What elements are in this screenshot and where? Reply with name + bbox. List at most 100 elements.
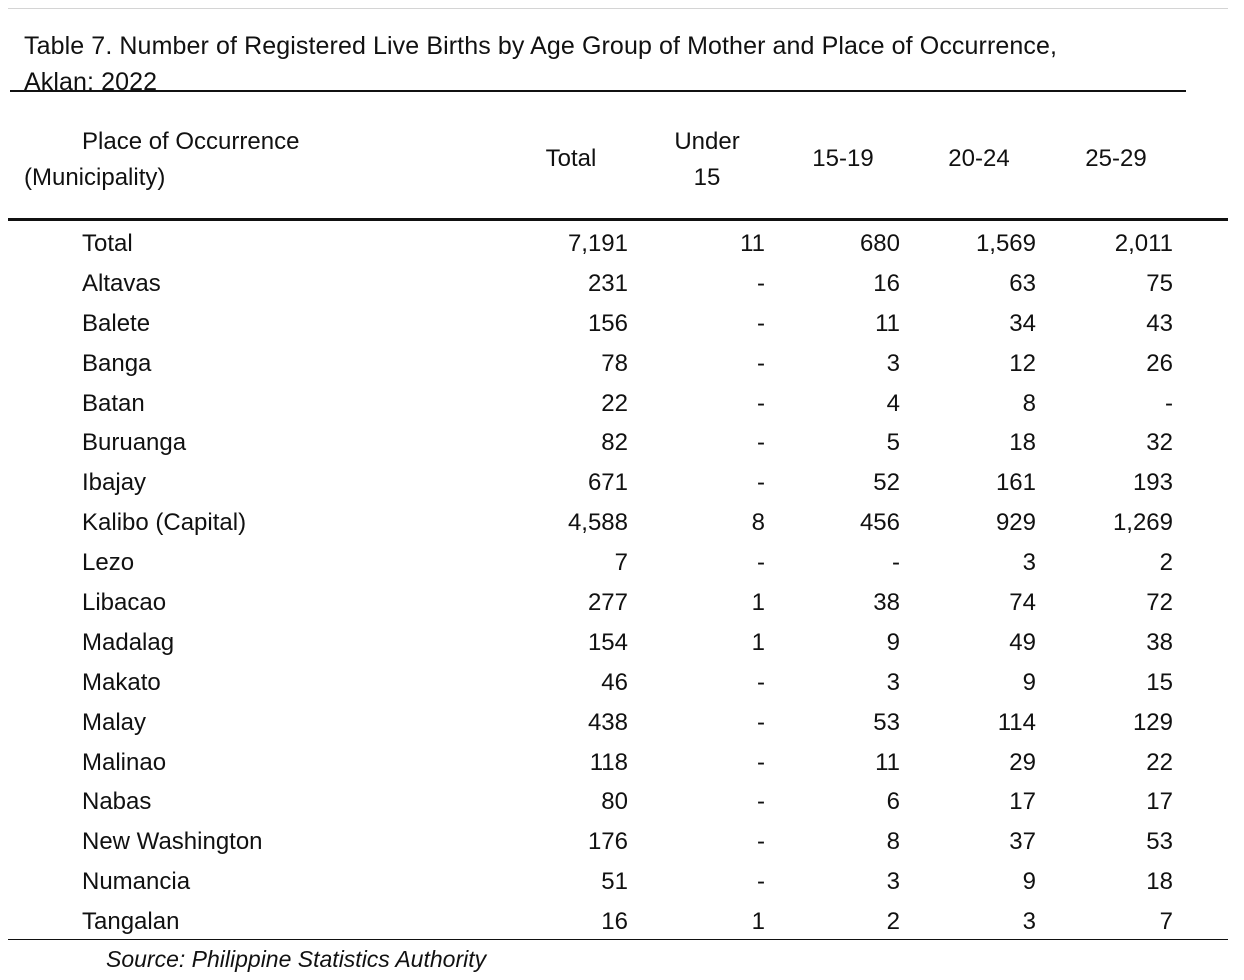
total-cell: 51 — [601, 868, 628, 896]
under-15-cell: 1 — [751, 628, 765, 656]
age-20-24-cell: 12 — [1009, 349, 1036, 377]
age-15-19-cell: 11 — [875, 748, 900, 776]
age-25-29-cell: - — [1165, 389, 1173, 417]
age-15-19-cell: 3 — [886, 349, 900, 377]
total-cell: 176 — [587, 828, 628, 856]
place-cell: Buruanga — [82, 429, 187, 457]
age-25-29-cell: 26 — [1146, 349, 1173, 377]
under-15-cell: - — [757, 868, 765, 896]
table-row: Lezo 7 - - 3 2 — [0, 543, 1244, 583]
age-20-24-cell: 63 — [1009, 269, 1036, 297]
header-age-20-24: 20-24 — [948, 145, 1010, 172]
table-title: Table 7. Number of Registered Live Birth… — [24, 28, 1184, 100]
header-divider — [8, 218, 1228, 221]
header-under-15-line-2: 15 — [693, 164, 721, 191]
header-place-line-1: Place of Occurrence — [82, 128, 300, 155]
under-15-cell: - — [757, 309, 765, 337]
total-cell: 78 — [601, 349, 628, 377]
under-15-cell: - — [757, 828, 765, 856]
place-cell: Tangalan — [82, 908, 180, 936]
table-row-total: Total 7,191 11 680 1,569 2,011 — [0, 224, 1244, 264]
total-cell: 671 — [587, 469, 628, 497]
under-15-cell: - — [757, 349, 765, 377]
age-25-29-cell: 32 — [1146, 429, 1173, 457]
place-cell: Malay — [82, 708, 147, 736]
place-cell: Balete — [82, 309, 151, 337]
total-cell: 118 — [589, 748, 628, 776]
total-cell: 4,588 — [567, 509, 628, 537]
age-15-19-cell: 53 — [873, 708, 900, 736]
table-row: Ibajay 671 - 52 161 193 — [0, 463, 1244, 503]
age-15-19-cell: 5 — [886, 429, 900, 457]
age-20-24-cell: 29 — [1009, 748, 1036, 776]
age-15-19-cell: 2 — [886, 908, 900, 936]
age-15-19-cell: - — [892, 549, 900, 577]
age-20-24-cell: 37 — [1009, 828, 1036, 856]
under-15-cell: - — [757, 389, 765, 417]
age-20-24-cell: 34 — [1009, 309, 1036, 337]
place-cell: Kalibo (Capital) — [82, 509, 247, 537]
under-15-cell: - — [757, 788, 765, 816]
age-15-19-cell: 6 — [886, 788, 900, 816]
age-15-19-cell: 3 — [886, 668, 900, 696]
header-age-25-29: 25-29 — [1085, 145, 1147, 172]
age-15-19-cell: 52 — [873, 469, 900, 497]
place-cell: Altavas — [82, 269, 161, 297]
table-row: Malinao 118 - 11 29 22 — [0, 743, 1244, 783]
bottom-divider — [8, 939, 1228, 940]
table-row: Numancia 51 - 3 9 18 — [0, 862, 1244, 902]
age-25-29-cell: 75 — [1146, 269, 1173, 297]
table-title-line-1: Table 7. Number of Registered Live Birth… — [24, 32, 1058, 60]
place-cell: Total — [82, 230, 133, 257]
age-25-29-cell: 2 — [1159, 549, 1173, 577]
table-row: Banga 78 - 3 12 26 — [0, 344, 1244, 384]
table-row: Makato 46 - 3 9 15 — [0, 663, 1244, 703]
age-20-24-cell: 49 — [1009, 628, 1036, 656]
place-cell: Nabas — [82, 788, 152, 816]
age-25-29-cell: 2,011 — [1114, 230, 1173, 257]
age-15-19-cell: 456 — [859, 509, 900, 537]
age-25-29-cell: 72 — [1146, 589, 1173, 617]
age-25-29-cell: 43 — [1146, 309, 1173, 337]
header-place-line-2: (Municipality) — [24, 164, 166, 191]
table-row: Batan 22 - 4 8 - — [0, 384, 1244, 424]
under-15-cell: 1 — [751, 589, 765, 617]
total-cell: 22 — [601, 389, 628, 417]
age-25-29-cell: 38 — [1146, 628, 1173, 656]
age-25-29-cell: 129 — [1132, 708, 1173, 736]
age-15-19-cell: 11 — [875, 309, 900, 337]
under-15-cell: - — [757, 748, 765, 776]
age-20-24-cell: 161 — [995, 469, 1036, 497]
age-20-24-cell: 17 — [1009, 788, 1036, 816]
place-cell: Banga — [82, 349, 152, 377]
table-row: Balete 156 - 11 34 43 — [0, 304, 1244, 344]
total-cell: 7 — [614, 549, 628, 577]
table-body: Total 7,191 11 680 1,569 2,011 Altavas 2 3 1 - 1 6 63… — [0, 224, 1244, 942]
place-cell: Madalag — [82, 628, 175, 656]
header-under-15-line-1: Under — [674, 128, 740, 155]
under-15-cell: 11 — [740, 230, 765, 257]
total-cell: 277 — [587, 589, 628, 617]
table-row: Kalibo (Capital) 4,588 8 456 929 1,269 — [0, 503, 1244, 543]
age-15-19-cell: 680 — [859, 230, 900, 257]
header-under-15: Under 15 — [647, 124, 767, 196]
table-row: Malay 438 - 53 114 129 — [0, 703, 1244, 743]
under-15-cell: - — [757, 708, 765, 736]
table-row: Madalag 154 1 9 49 38 — [0, 623, 1244, 663]
age-20-24-cell: 9 — [1022, 668, 1036, 696]
age-25-29-cell: 7 — [1159, 908, 1173, 936]
age-20-24-cell: 929 — [995, 509, 1036, 537]
place-cell: Numancia — [82, 868, 191, 896]
age-15-19-cell: 38 — [873, 589, 900, 617]
total-cell: 154 — [587, 628, 628, 656]
place-cell: Makato — [82, 668, 161, 696]
table-title-line-2: Aklan: 2022 — [24, 68, 158, 96]
age-25-29-cell: 22 — [1146, 748, 1173, 776]
age-20-24-cell: 1,569 — [975, 230, 1036, 257]
total-cell: 7,191 — [567, 230, 628, 257]
age-15-19-cell: 3 — [886, 868, 900, 896]
source-note: Source: Philippine Statistics Authority — [106, 946, 487, 972]
table-row: Buruanga 82 - 5 18 32 — [0, 423, 1244, 463]
age-20-24-cell: 3 — [1022, 549, 1036, 577]
place-cell: Lezo — [82, 549, 135, 577]
